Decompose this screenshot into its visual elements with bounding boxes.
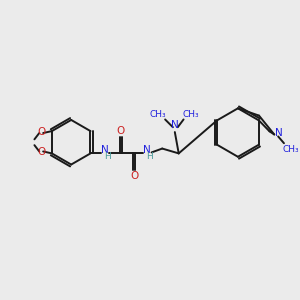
Text: N: N [143, 145, 151, 154]
Text: O: O [130, 171, 138, 181]
Text: CH₃: CH₃ [149, 110, 166, 119]
Text: O: O [37, 127, 45, 137]
Text: H: H [146, 152, 153, 161]
Text: O: O [116, 126, 125, 136]
Text: N: N [171, 120, 179, 130]
Text: CH₃: CH₃ [182, 110, 199, 119]
Text: CH₃: CH₃ [282, 146, 299, 154]
Text: O: O [37, 147, 45, 158]
Text: N: N [275, 128, 283, 138]
Text: H: H [105, 152, 111, 161]
Text: N: N [101, 146, 109, 155]
